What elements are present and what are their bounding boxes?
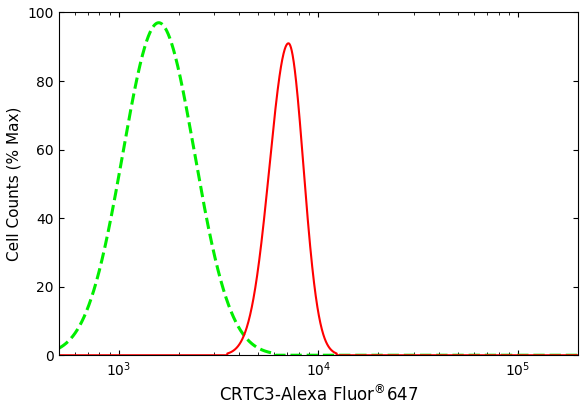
X-axis label: CRTC3-Alexa Fluor$^{\mathregular{\circledR}}$647: CRTC3-Alexa Fluor$^{\mathregular{\circle…	[219, 384, 418, 405]
Y-axis label: Cell Counts (% Max): Cell Counts (% Max)	[7, 107, 22, 261]
